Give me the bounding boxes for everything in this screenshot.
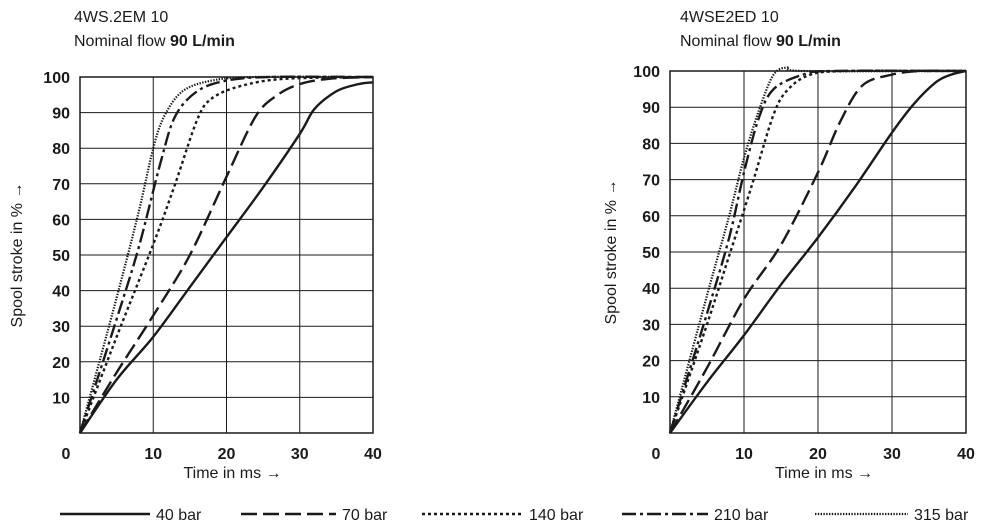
chart-subtitle-value: 90 L/min: [776, 33, 841, 50]
y-tick-label: 10: [642, 390, 660, 407]
y-tick-label: 100: [43, 70, 70, 87]
series-line-210-bar: [668, 69, 967, 434]
x-tick-label: 30: [883, 446, 901, 463]
y-tick-label: 40: [642, 281, 660, 298]
y-tick-label: 50: [52, 248, 70, 265]
x-tick-label: 0: [652, 446, 661, 463]
series-line-140-bar: [78, 75, 374, 434]
y-tick-label: 70: [52, 177, 70, 194]
chart-subtitle-prefix: Nominal flow: [680, 33, 776, 50]
chart-subtitle: Nominal flow 90 L/min: [680, 33, 841, 50]
series-line-315-bar: [668, 66, 967, 434]
y-tick-label: 20: [642, 354, 660, 371]
legend-label: 40 bar: [156, 507, 202, 524]
y-tick-label: 60: [642, 209, 660, 226]
x-tick-label: 10: [144, 446, 162, 463]
x-tick-label: 0: [62, 446, 71, 463]
y-tick-label: 90: [642, 100, 660, 117]
grid: [670, 71, 966, 433]
chart-title: 4WSE2ED 10: [680, 9, 779, 26]
y-axis-label: Spool stroke in % →: [603, 180, 620, 325]
series-line-40-bar: [669, 69, 967, 434]
legend: 40 bar 70 bar 140 bar 210 bar 315 bar: [60, 507, 969, 524]
y-tick-label: 40: [52, 284, 70, 301]
series-line-40-bar: [79, 81, 374, 434]
y-tick-label: 20: [52, 355, 70, 372]
x-tick-label: 30: [291, 446, 309, 463]
legend-label: 70 bar: [342, 507, 388, 524]
x-axis-label: Time in ms →: [775, 465, 873, 482]
chart-subtitle: Nominal flow 90 L/min: [74, 33, 235, 50]
x-tick-label: 20: [218, 446, 236, 463]
grid: [80, 77, 373, 433]
x-tick-label: 40: [957, 446, 975, 463]
legend-item: 210 bar: [622, 507, 769, 524]
x-tick-label: 10: [735, 446, 753, 463]
y-axis-label: Spool stroke in % →: [9, 183, 26, 328]
series-line-70-bar: [668, 69, 967, 434]
legend-label: 210 bar: [714, 507, 769, 524]
x-tick-label: 20: [809, 446, 827, 463]
y-tick-label: 30: [52, 319, 70, 336]
chart-panel-2: 4WSE2ED 10 Nominal flow 90 L/min 10 20 30 40 5…: [603, 9, 975, 482]
series-line-315-bar: [78, 75, 374, 434]
x-axis-label: Time in ms →: [183, 465, 281, 482]
legend-item: 40 bar: [60, 507, 202, 524]
y-tick-label: 80: [52, 141, 70, 158]
series-group: [78, 75, 374, 434]
y-tick-label: 60: [52, 212, 70, 229]
y-tick-label: 80: [642, 136, 660, 153]
plot-frame: [79, 76, 374, 434]
y-tick-label: 90: [52, 106, 70, 123]
series-line-70-bar: [78, 75, 374, 434]
legend-item: 315 bar: [815, 507, 969, 524]
legend-item: 140 bar: [422, 507, 584, 524]
y-tick-label: 100: [633, 64, 660, 81]
y-tick-label: 30: [642, 317, 660, 334]
chart-title: 4WS.2EM 10: [74, 9, 168, 26]
y-tick-label: 70: [642, 173, 660, 190]
legend-item: 70 bar: [241, 507, 388, 524]
series-group: [668, 66, 967, 434]
chart-subtitle-prefix: Nominal flow: [74, 33, 170, 50]
y-tick-label: 50: [642, 245, 660, 262]
chart-panel-1: 4WS.2EM 10 Nominal flow 90 L/min 10 20 30 40 5…: [9, 9, 382, 482]
y-tick-label: 10: [52, 390, 70, 407]
legend-label: 140 bar: [529, 507, 584, 524]
legend-label: 315 bar: [914, 507, 969, 524]
chart-subtitle-value: 90 L/min: [170, 33, 235, 50]
x-tick-label: 40: [364, 446, 382, 463]
